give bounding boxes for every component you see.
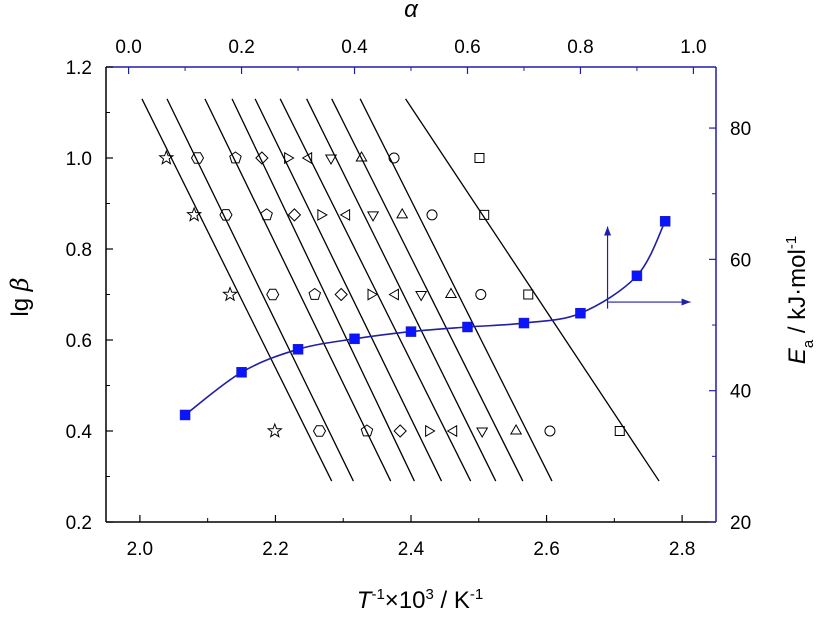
fit-line — [204, 98, 392, 482]
top-tick-label: 1.0 — [680, 37, 706, 58]
triangle-right-marker — [284, 151, 295, 165]
top-tick-label: 0.0 — [115, 37, 141, 58]
right-tick-label: 40 — [730, 382, 751, 403]
triangle-up-marker — [355, 150, 368, 162]
fit-line — [166, 98, 354, 482]
x-tick-label: 2.6 — [533, 539, 559, 560]
ea-point — [462, 321, 473, 333]
triangle-right-marker — [425, 424, 436, 438]
fit-line — [306, 98, 497, 482]
pentagon-marker — [260, 208, 273, 221]
isoconversional-lines — [141, 98, 660, 482]
pentagon-marker — [360, 424, 374, 437]
diamond-marker — [255, 151, 269, 165]
top-tick-label: 0.6 — [454, 37, 480, 58]
triangle-left-marker — [388, 288, 399, 301]
ea-point — [575, 307, 586, 319]
arrow-head — [681, 298, 691, 306]
y-tick-label: 1.2 — [66, 58, 92, 79]
hexagon-marker — [190, 152, 205, 164]
square-marker — [614, 426, 625, 436]
top-tick-label: 0.2 — [228, 37, 254, 58]
pentagon-marker — [308, 287, 322, 300]
square-marker — [523, 289, 534, 300]
circle-marker — [426, 209, 438, 221]
star-marker — [158, 149, 175, 165]
fit-line — [141, 98, 333, 482]
ea-point — [179, 409, 191, 421]
y-tick-label: 0.2 — [66, 513, 92, 534]
triangle-right-marker — [317, 208, 328, 221]
fit-line — [231, 98, 415, 482]
y-tick-label: 1.0 — [66, 149, 92, 170]
top-axis-title: α — [404, 0, 419, 23]
circle-marker — [544, 425, 556, 437]
star-marker — [222, 286, 239, 302]
triangle-down-marker — [476, 427, 489, 439]
y-tick-label: 0.4 — [66, 422, 93, 443]
triangle-left-marker — [339, 208, 351, 221]
triangle-up-marker — [509, 423, 523, 435]
x-axis-title: T-1×103 / K-1 — [357, 586, 483, 614]
right-tick-label: 80 — [730, 119, 751, 140]
y-tick-label: 0.8 — [66, 240, 92, 261]
fit-line — [331, 98, 524, 482]
triangle-up-marker — [396, 207, 409, 219]
diamond-marker — [287, 208, 302, 222]
star-marker — [266, 422, 283, 438]
y-axis-title: lg β — [6, 277, 34, 316]
diamond-marker — [334, 287, 348, 302]
triangle-left-marker — [301, 151, 313, 165]
x-tick-label: 2.4 — [398, 539, 425, 560]
circle-marker — [388, 152, 400, 164]
x-tick-label: 2.0 — [127, 539, 153, 560]
circle-marker — [475, 289, 487, 300]
right-tick-label: 20 — [730, 513, 751, 534]
annotation-arrows — [604, 226, 691, 309]
ea-point — [405, 326, 417, 337]
ea-point — [236, 367, 247, 378]
right-tick-label: 60 — [730, 250, 751, 271]
x-tick-label: 2.8 — [669, 539, 695, 560]
triangle-down-marker — [366, 211, 380, 222]
activation-energy-series — [179, 216, 671, 421]
pentagon-marker — [229, 151, 242, 164]
triangle-right-marker — [367, 288, 379, 301]
square-marker — [479, 209, 490, 220]
triangle-left-marker — [446, 424, 458, 438]
triangle-down-marker — [415, 291, 428, 302]
diamond-marker — [393, 424, 407, 438]
fit-line — [279, 98, 472, 482]
right-axis-title: Ea / kJ·mol-1 — [783, 236, 817, 364]
ea-curve — [184, 220, 666, 416]
triangle-up-marker — [444, 287, 458, 298]
experimental-points — [158, 149, 625, 439]
square-marker — [474, 153, 485, 163]
y-tick-label: 0.6 — [66, 331, 92, 352]
hexagon-marker — [219, 209, 233, 221]
axes: 2.0 2.2 2.4 2.6 2.8 0.2 0.4 0.6 0.8 1.0 1.2 0.0 0.2 0… — [66, 37, 752, 560]
hexagon-marker — [266, 288, 280, 301]
star-marker — [186, 206, 203, 222]
x-tick-label: 2.2 — [262, 539, 288, 560]
ea-point — [349, 333, 360, 345]
ea-point — [292, 344, 304, 355]
fit-line — [254, 98, 443, 482]
top-tick-label: 0.4 — [341, 37, 368, 58]
triangle-down-marker — [324, 154, 338, 166]
ea-point — [659, 216, 671, 227]
ea-point — [631, 270, 643, 282]
ea-point — [518, 317, 530, 329]
arrow-head — [604, 226, 612, 236]
top-tick-label: 0.8 — [567, 37, 593, 58]
hexagon-marker — [312, 425, 327, 437]
